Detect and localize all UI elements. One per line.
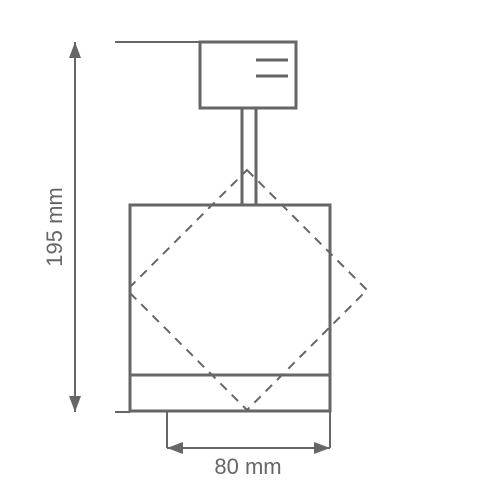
height-label: 195 mm <box>42 187 67 266</box>
h-dim-arrow-right <box>314 442 330 454</box>
v-dim-arrow-bot <box>69 396 81 412</box>
geometry-layer <box>69 42 367 454</box>
width-label: 80 mm <box>214 454 281 479</box>
h-dim-arrow-left <box>167 442 183 454</box>
bottom-ring <box>130 375 330 411</box>
main-body <box>130 205 330 375</box>
dimension-drawing: 195 mm 80 mm <box>0 0 500 500</box>
v-dim-arrow-top <box>69 42 81 58</box>
